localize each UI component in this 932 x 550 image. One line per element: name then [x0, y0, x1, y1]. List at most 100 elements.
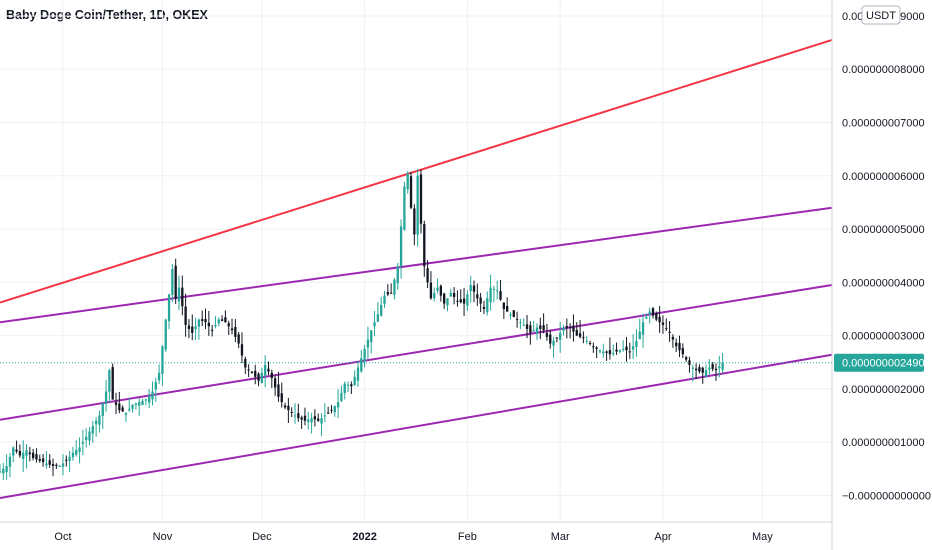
candle-body: [174, 265, 177, 299]
candle-body: [459, 299, 462, 303]
candle-body: [711, 364, 714, 369]
candle-body: [94, 420, 98, 425]
candle-body: [161, 346, 164, 374]
candle-body: [35, 454, 38, 460]
candle-body: [144, 399, 148, 401]
candle-body: [572, 325, 575, 332]
candle-body: [124, 412, 128, 415]
candle-body: [568, 327, 572, 329]
candle-body: [615, 349, 618, 352]
candle-body: [317, 418, 320, 421]
y-tick-label: −0.000000000000: [842, 490, 931, 502]
x-tick-label: May: [752, 531, 773, 543]
candle-body: [419, 174, 423, 224]
candle-body: [350, 384, 353, 387]
candle-body: [25, 450, 28, 456]
candle-body: [462, 298, 466, 304]
candle-body: [22, 452, 25, 460]
x-tick-label: 2022: [352, 531, 376, 543]
candle-body: [273, 378, 277, 388]
trend-line-upper[interactable]: [0, 38, 833, 304]
candle-body: [85, 436, 88, 441]
currency-badge-label[interactable]: USDT: [866, 10, 896, 22]
trend-line-lower[interactable]: [0, 283, 833, 421]
candle-body: [519, 322, 522, 324]
candle-body: [58, 466, 61, 468]
candle-body: [191, 326, 194, 333]
candle-body: [220, 319, 224, 321]
candle-body: [250, 371, 254, 373]
candle-body: [449, 292, 452, 297]
candle-body: [668, 331, 671, 333]
candle-body: [466, 294, 469, 306]
candle-body: [396, 266, 399, 284]
candle-body: [512, 310, 515, 317]
candle-body: [257, 373, 260, 381]
candle-body: [78, 447, 81, 452]
candle-body: [655, 313, 658, 320]
candle-body: [578, 333, 582, 337]
candle-body: [227, 323, 230, 327]
candle-body: [443, 293, 446, 304]
trend-lines[interactable]: [0, 38, 833, 500]
candle-body: [194, 326, 197, 329]
candle-body: [18, 450, 22, 456]
candle-body: [277, 384, 280, 397]
candle-body: [101, 403, 104, 416]
candle-body: [529, 325, 532, 333]
candle-body: [582, 337, 585, 339]
candle-body: [641, 322, 645, 335]
candle-body: [472, 285, 476, 292]
trend-line-bottom[interactable]: [0, 353, 833, 500]
candle-body: [267, 368, 270, 372]
candle-body: [38, 459, 41, 461]
candle-body: [439, 285, 443, 296]
candle-body: [336, 402, 340, 408]
candle-body: [588, 342, 592, 344]
candle-body: [678, 343, 681, 351]
trend-line-middle[interactable]: [0, 206, 833, 324]
candle-body: [704, 370, 708, 377]
candle-body: [492, 288, 496, 290]
candle-body: [409, 176, 413, 208]
candle-body: [118, 403, 121, 411]
candle-body: [360, 358, 363, 372]
candle-body: [313, 416, 317, 420]
candle-body: [426, 268, 429, 283]
candle-body: [310, 418, 313, 423]
candle-body: [71, 452, 75, 458]
candle-body: [12, 447, 15, 456]
candle-body: [542, 325, 545, 331]
candle-body: [718, 366, 721, 369]
candle-body: [224, 317, 227, 323]
candle-body: [134, 403, 138, 405]
candle-body: [380, 304, 383, 316]
candle-body: [234, 326, 237, 337]
candle-body: [343, 383, 346, 394]
candle-body: [389, 292, 393, 294]
candle-body: [366, 339, 370, 348]
y-tick-label: 0.000000002000: [842, 384, 925, 396]
last-price-badge: [834, 353, 924, 372]
candle-body: [423, 223, 426, 267]
candle-body: [489, 287, 492, 303]
candle-body: [128, 408, 131, 411]
candle-body: [28, 452, 31, 455]
candle-body: [661, 322, 665, 325]
candle-body: [187, 325, 191, 329]
candle-body: [539, 325, 542, 329]
candle-body: [638, 331, 641, 340]
candle-body: [65, 459, 68, 461]
candle-body: [184, 306, 187, 325]
candle-body: [197, 319, 201, 327]
candle-body: [522, 324, 525, 326]
candle-body: [651, 308, 655, 316]
candle-body: [2, 468, 5, 474]
currency-badge[interactable]: [861, 5, 901, 25]
candle-body: [383, 295, 386, 304]
candle-body: [691, 367, 694, 369]
candle-body: [293, 415, 297, 417]
candle-body: [45, 463, 48, 466]
candle-body: [648, 311, 651, 315]
